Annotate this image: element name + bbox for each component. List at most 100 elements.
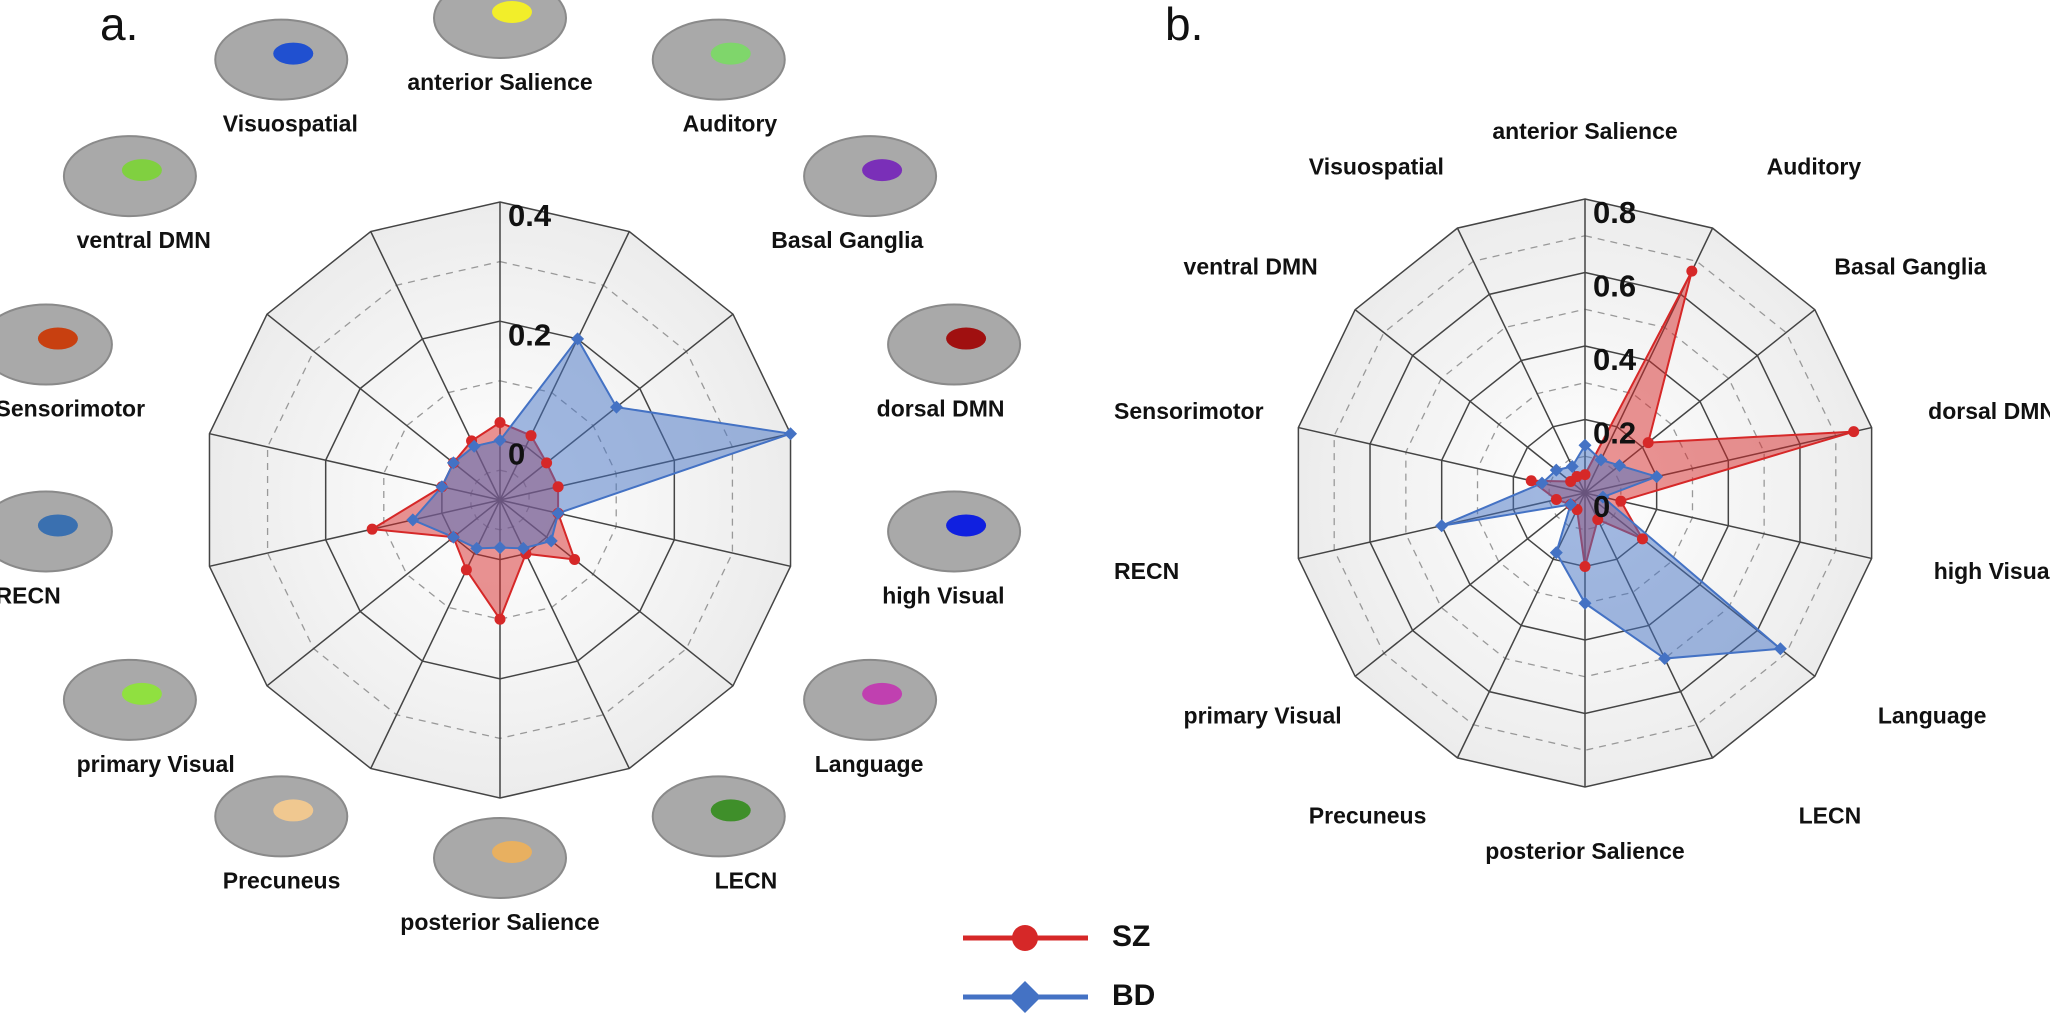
marker — [1564, 497, 1578, 511]
brain-icon — [433, 0, 567, 59]
brain-region — [492, 1, 532, 23]
marker — [541, 457, 553, 469]
marker — [1578, 596, 1592, 610]
y-tick-label: 0.2 — [1593, 416, 1636, 451]
marker — [460, 564, 472, 576]
category-label: Auditory — [1767, 154, 1862, 180]
category-label: primary Visual — [77, 751, 235, 777]
category-label: RECN — [1114, 558, 1179, 584]
brain-icon — [803, 658, 938, 741]
marker — [1525, 475, 1537, 487]
brain-icon — [0, 490, 113, 573]
marker — [1565, 460, 1579, 474]
marker — [1773, 642, 1787, 656]
category-label: posterior Salience — [400, 909, 599, 935]
category-label: Auditory — [683, 111, 778, 137]
brain-icon — [651, 18, 786, 101]
marker — [446, 530, 460, 544]
brain-region — [492, 841, 532, 863]
marker — [552, 481, 564, 493]
legend-marker — [1012, 925, 1038, 951]
brain-region — [862, 159, 903, 182]
legend-marker — [1009, 981, 1041, 1013]
marker — [435, 480, 449, 494]
brain-icon — [887, 490, 1022, 573]
marker — [467, 439, 481, 453]
brain-region — [121, 159, 162, 182]
marker — [516, 541, 530, 555]
brain-region — [946, 514, 987, 537]
marker — [1435, 519, 1449, 533]
category-label: anterior Salience — [1492, 118, 1677, 144]
marker — [406, 513, 420, 527]
category-label: Sensorimotor — [0, 396, 145, 422]
marker — [1579, 561, 1591, 572]
marker — [494, 417, 506, 429]
marker — [1578, 438, 1592, 452]
marker — [493, 541, 507, 555]
category-label: ventral DMN — [77, 227, 211, 253]
marker — [493, 433, 507, 447]
panel-label: b. — [1165, 0, 1203, 50]
marker — [1686, 265, 1698, 277]
brain-icon — [214, 775, 349, 858]
brain-region — [273, 42, 314, 65]
marker — [1848, 426, 1860, 438]
category-label: ventral DMN — [1184, 254, 1318, 280]
y-tick-label: 0.4 — [1593, 342, 1637, 377]
y-tick-label: 0.2 — [508, 317, 551, 352]
marker — [1535, 476, 1549, 490]
marker — [1658, 652, 1672, 666]
brain-region — [121, 682, 162, 705]
marker — [1636, 533, 1648, 545]
category-label: dorsal DMN — [1928, 398, 2050, 424]
brain-region — [710, 42, 751, 65]
marker — [1650, 470, 1664, 484]
category-label: LECN — [715, 867, 778, 893]
category-label: Basal Ganglia — [1834, 254, 1986, 280]
brain-icon — [62, 135, 197, 218]
category-label: primary Visual — [1184, 703, 1342, 729]
marker — [609, 400, 623, 414]
marker — [1549, 546, 1563, 560]
marker — [569, 553, 581, 565]
spoke — [1354, 492, 1586, 677]
category-label: anterior Salience — [407, 69, 592, 95]
marker — [525, 430, 537, 442]
category-label: RECN — [0, 583, 61, 609]
marker — [784, 427, 798, 441]
category-label: LECN — [1799, 802, 1862, 828]
y-tick-label: 0.4 — [508, 198, 552, 233]
category-label: high Visual — [882, 583, 1004, 609]
brain-shape — [433, 0, 567, 59]
y-tick-label: 0.8 — [1593, 195, 1636, 230]
marker — [1594, 453, 1608, 467]
marker — [1550, 494, 1562, 506]
category-label: Sensorimotor — [1114, 398, 1264, 424]
category-label: Visuospatial — [1309, 154, 1444, 180]
marker — [494, 613, 506, 625]
brain-region — [946, 327, 987, 350]
y-tick-label: 0 — [1593, 489, 1610, 524]
marker — [1549, 463, 1563, 477]
spoke — [1456, 227, 1586, 494]
marker — [1615, 495, 1627, 507]
marker — [571, 332, 585, 346]
brain-icon — [62, 658, 197, 741]
brain-icon — [0, 303, 113, 386]
marker — [1596, 490, 1610, 504]
brain-icon — [433, 817, 567, 899]
panel-label: a. — [100, 0, 138, 50]
marker — [470, 541, 484, 555]
brain-region — [37, 327, 78, 350]
category-label: Language — [815, 751, 924, 777]
brain-icon — [803, 135, 938, 218]
category-label: Language — [1878, 703, 1987, 729]
marker — [551, 506, 565, 520]
category-label: Visuospatial — [223, 111, 358, 137]
category-label: dorsal DMN — [877, 396, 1005, 422]
marker — [1642, 437, 1654, 449]
brain-icon — [651, 775, 786, 858]
brain-region — [273, 799, 314, 822]
